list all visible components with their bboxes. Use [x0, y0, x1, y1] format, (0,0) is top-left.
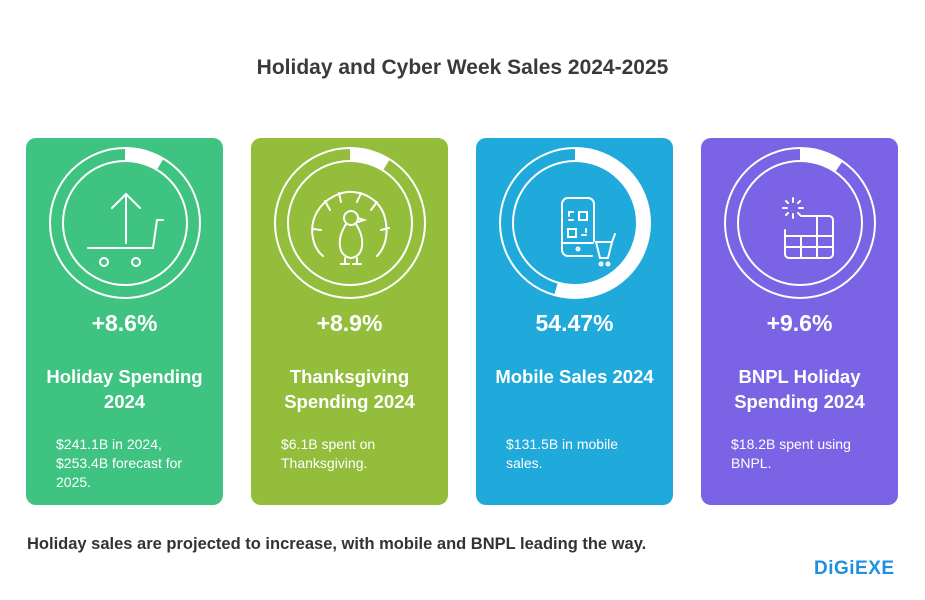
card-thanksgiving-spending: +8.9% Thanksgiving Spending 2024 $6.1B s…	[251, 138, 448, 505]
progress-ring	[724, 147, 876, 299]
percent-value: +8.9%	[316, 310, 383, 336]
progress-arc	[124, 148, 164, 170]
turkey-icon	[311, 190, 390, 265]
progress-arc	[349, 148, 390, 171]
progress-ring	[499, 147, 651, 299]
percent-value: +8.6%	[91, 310, 158, 336]
card-description: $18.2B spent using BNPL.	[731, 436, 851, 471]
progress-ring	[49, 147, 201, 299]
card-mobile-sales: 54.47% Mobile Sales 2024 $131.5B in mobi…	[476, 138, 673, 505]
footer-summary: Holiday sales are projected to increase,…	[27, 535, 647, 553]
percent-value: +9.6%	[766, 310, 833, 336]
card-description: $241.1B in 2024, $253.4B forecast for 20…	[56, 436, 183, 490]
progress-ring	[274, 147, 426, 299]
progress-arc	[554, 148, 650, 298]
page-title: Holiday and Cyber Week Sales 2024-2025	[256, 56, 669, 79]
mobile-qr-cart-icon	[561, 197, 616, 267]
card-description: $131.5B in mobile sales.	[506, 436, 619, 471]
card-label: Thanksgiving Spending 2024	[284, 366, 415, 412]
percent-value: 54.47%	[535, 310, 614, 336]
brand-logo: DiGiEXE	[814, 558, 895, 579]
card-holiday-spending: +8.6% Holiday Spending 2024 $241.1B in 2…	[26, 138, 223, 505]
card-label: BNPL Holiday Spending 2024	[734, 366, 865, 412]
card-bnpl-spending: +9.6% BNPL Holiday Spending 2024 $18.2B …	[701, 138, 898, 505]
progress-arc	[799, 148, 843, 173]
card-description: $6.1B spent on Thanksgiving.	[281, 436, 376, 471]
card-label: Holiday Spending 2024	[46, 366, 203, 412]
cart-up-arrow-icon	[87, 192, 164, 267]
card-label: Mobile Sales 2024	[495, 366, 654, 387]
calendar-sparkle-icon	[782, 197, 834, 259]
